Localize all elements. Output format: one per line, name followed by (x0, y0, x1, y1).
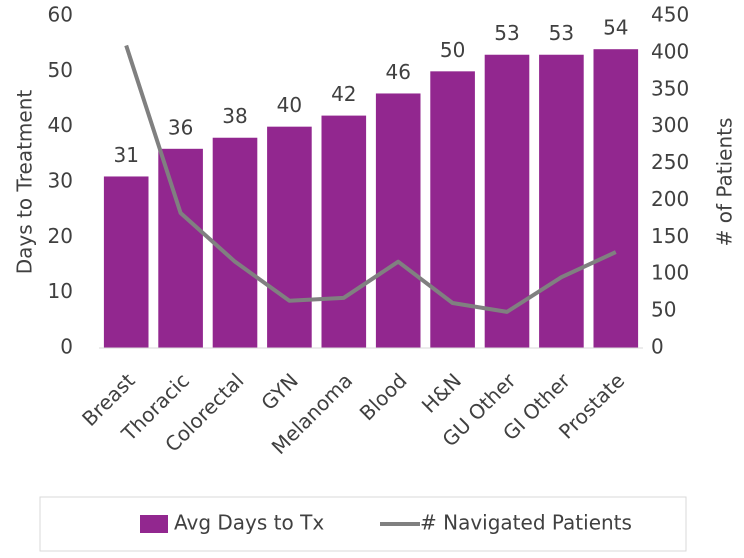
y-tick-label: 0 (60, 335, 73, 359)
x-tick-label: GYN (256, 368, 302, 414)
y-tick-label: 10 (48, 279, 73, 303)
y2-tick-label: 150 (651, 224, 689, 248)
bar (484, 54, 530, 348)
data-label: 36 (168, 115, 193, 139)
bar (375, 93, 421, 348)
legend-box (39, 496, 687, 552)
legend-swatch (140, 515, 168, 533)
y2-tick-label: 350 (651, 76, 689, 100)
y-tick-label: 50 (48, 58, 73, 82)
bar (103, 176, 149, 348)
y-tick-label: 40 (48, 113, 73, 137)
bar (158, 148, 203, 348)
y2-tick-label: 400 (651, 39, 689, 63)
bar (267, 126, 312, 349)
y-tick-label: 60 (48, 3, 73, 27)
y2-tick-label: 450 (651, 3, 689, 27)
data-label: 40 (277, 93, 302, 117)
bar (593, 49, 639, 348)
y-tick-label: 20 (48, 224, 73, 248)
y2-tick-label: 0 (651, 335, 664, 359)
y2-tick-label: 50 (651, 298, 676, 322)
data-label: 46 (385, 60, 410, 84)
bar (212, 137, 258, 348)
data-label: 53 (549, 21, 574, 45)
data-label: 53 (494, 21, 519, 45)
x-tick-label: H&N (417, 368, 466, 417)
y2-axis-title: # of Patients (713, 118, 737, 247)
x-tick-label: Blood (355, 368, 412, 425)
data-label: 31 (113, 143, 138, 167)
y2-tick-label: 100 (651, 261, 689, 285)
y2-tick-label: 200 (651, 187, 689, 211)
data-label: 38 (222, 104, 247, 128)
y2-tick-label: 250 (651, 150, 689, 174)
data-label: 42 (331, 82, 356, 106)
y2-tick-label: 300 (651, 113, 689, 137)
legend-label: # Navigated Patients (420, 511, 632, 535)
bar (539, 54, 584, 348)
data-label: 54 (603, 16, 628, 40)
legend-label: Avg Days to Tx (174, 511, 324, 535)
line (124, 44, 617, 314)
y-tick-label: 30 (48, 169, 73, 193)
data-label: 50 (440, 38, 465, 62)
y-axis-title: Days to Treatment (13, 90, 37, 275)
bar (321, 115, 367, 348)
